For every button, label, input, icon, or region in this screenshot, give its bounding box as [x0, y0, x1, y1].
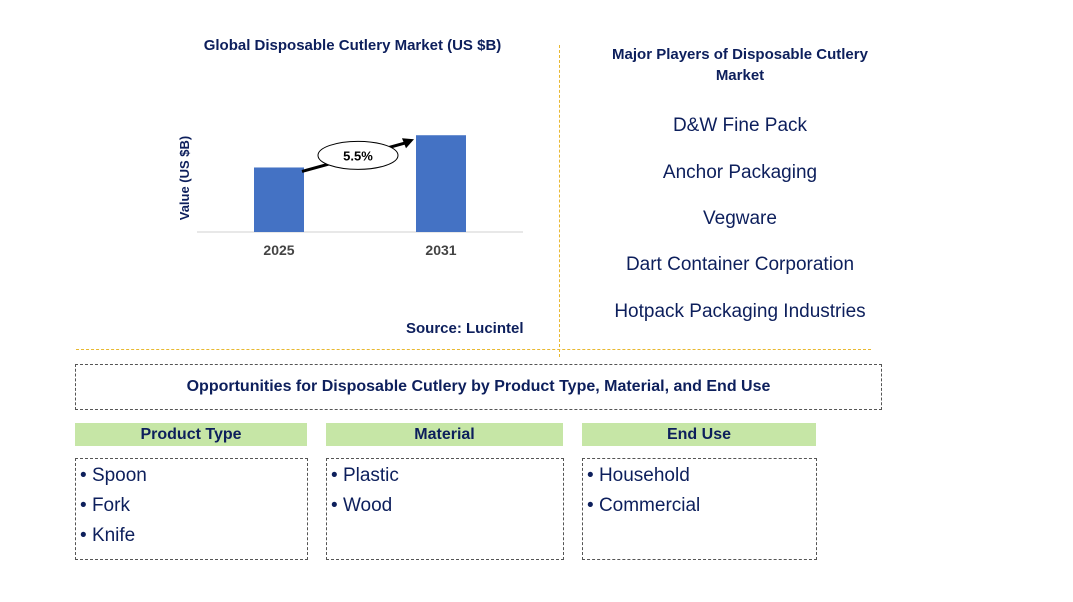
player-item: Hotpack Packaging Industries — [614, 301, 866, 322]
source-label: Source: Lucintel — [406, 320, 524, 337]
x-tick-labels: 2025 2031 — [263, 242, 456, 258]
list-item: • Knife — [80, 525, 136, 546]
segment-header-product-type: Product Type — [75, 423, 307, 446]
player-item: Vegware — [703, 208, 777, 229]
players-title: Major Players of Disposable Cutlery Mark… — [612, 46, 868, 84]
growth-ellipse — [317, 140, 399, 170]
growth-arrow-head — [402, 138, 414, 149]
segment-header-end-use: End Use — [582, 423, 816, 446]
list-item: • Household — [587, 465, 690, 486]
player-item: Dart Container Corporation — [625, 254, 855, 275]
list-item: • Spoon — [80, 465, 147, 486]
growth-annotation: 5.5% — [301, 138, 414, 173]
growth-label: 5.5% — [343, 148, 373, 163]
segment-header-material: Material — [326, 423, 563, 446]
bar-chart: Value (US $B) 2025 2031 5.5% — [177, 135, 523, 258]
list-item: • Wood — [331, 495, 393, 516]
vertical-divider — [559, 45, 560, 357]
list-item: • Fork — [80, 495, 130, 516]
segment-list-material: • Plastic • Wood — [326, 458, 564, 560]
x-tick-label: 2025 — [263, 242, 294, 258]
x-tick-label: 2031 — [425, 242, 456, 258]
segment-list-product-type: • Spoon • Fork • Knife — [75, 458, 308, 560]
list-item: • Commercial — [587, 495, 701, 516]
player-item: D&W Fine Pack — [672, 115, 808, 136]
horizontal-divider — [76, 349, 871, 350]
opportunities-title: Opportunities for Disposable Cutlery by … — [75, 364, 882, 410]
bars — [254, 135, 466, 232]
list-item: • Plastic — [331, 465, 399, 486]
y-axis-label: Value (US $B) — [177, 136, 192, 221]
segment-list-end-use: • Household • Commercial — [582, 458, 817, 560]
player-item: Anchor Packaging — [662, 162, 818, 183]
chart-title: Global Disposable Cutlery Market (US $B) — [203, 37, 502, 54]
bar-2031 — [416, 135, 466, 232]
bar-2025 — [254, 167, 304, 232]
